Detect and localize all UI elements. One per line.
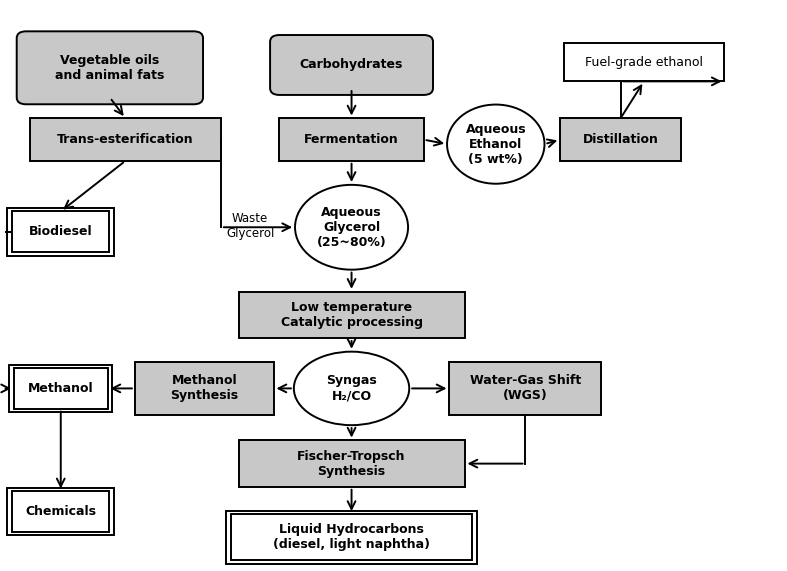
Text: Water-Gas Shift
(WGS): Water-Gas Shift (WGS) bbox=[470, 375, 581, 403]
Text: Aqueous
Glycerol
(25~80%): Aqueous Glycerol (25~80%) bbox=[316, 206, 386, 249]
FancyBboxPatch shape bbox=[449, 361, 601, 415]
Text: Carbohydrates: Carbohydrates bbox=[300, 58, 403, 71]
Text: Methanol
Synthesis: Methanol Synthesis bbox=[170, 375, 238, 403]
Text: Chemicals: Chemicals bbox=[25, 505, 96, 518]
FancyBboxPatch shape bbox=[238, 440, 464, 487]
FancyBboxPatch shape bbox=[7, 488, 114, 536]
FancyBboxPatch shape bbox=[270, 35, 433, 95]
Text: Methanol: Methanol bbox=[28, 382, 94, 395]
Text: Fuel-grade ethanol: Fuel-grade ethanol bbox=[585, 55, 703, 69]
Ellipse shape bbox=[295, 185, 408, 270]
Text: Fermentation: Fermentation bbox=[304, 133, 399, 146]
FancyBboxPatch shape bbox=[30, 118, 221, 161]
Text: Waste
Glycerol: Waste Glycerol bbox=[226, 212, 275, 240]
Text: Vegetable oils
and animal fats: Vegetable oils and animal fats bbox=[55, 54, 164, 82]
FancyBboxPatch shape bbox=[17, 31, 203, 104]
FancyBboxPatch shape bbox=[564, 43, 724, 82]
Text: Low temperature
Catalytic processing: Low temperature Catalytic processing bbox=[280, 301, 423, 329]
Text: Fischer-Tropsch
Synthesis: Fischer-Tropsch Synthesis bbox=[297, 449, 406, 477]
FancyBboxPatch shape bbox=[231, 514, 472, 560]
FancyBboxPatch shape bbox=[14, 368, 108, 409]
Text: Biodiesel: Biodiesel bbox=[29, 226, 93, 238]
Text: Distillation: Distillation bbox=[582, 133, 659, 146]
FancyBboxPatch shape bbox=[12, 211, 109, 252]
FancyBboxPatch shape bbox=[135, 361, 274, 415]
FancyBboxPatch shape bbox=[7, 208, 114, 256]
FancyBboxPatch shape bbox=[226, 510, 477, 564]
Text: Trans-esterification: Trans-esterification bbox=[57, 133, 194, 146]
FancyBboxPatch shape bbox=[9, 365, 113, 412]
Ellipse shape bbox=[447, 104, 545, 184]
FancyBboxPatch shape bbox=[279, 118, 423, 161]
Text: Syngas
H₂/CO: Syngas H₂/CO bbox=[326, 375, 377, 403]
Text: Aqueous
Ethanol
(5 wt%): Aqueous Ethanol (5 wt%) bbox=[465, 123, 526, 166]
FancyBboxPatch shape bbox=[12, 491, 109, 532]
Text: Liquid Hydrocarbons
(diesel, light naphtha): Liquid Hydrocarbons (diesel, light napht… bbox=[273, 523, 430, 551]
FancyBboxPatch shape bbox=[238, 292, 464, 338]
FancyBboxPatch shape bbox=[560, 118, 681, 161]
Ellipse shape bbox=[294, 352, 409, 425]
